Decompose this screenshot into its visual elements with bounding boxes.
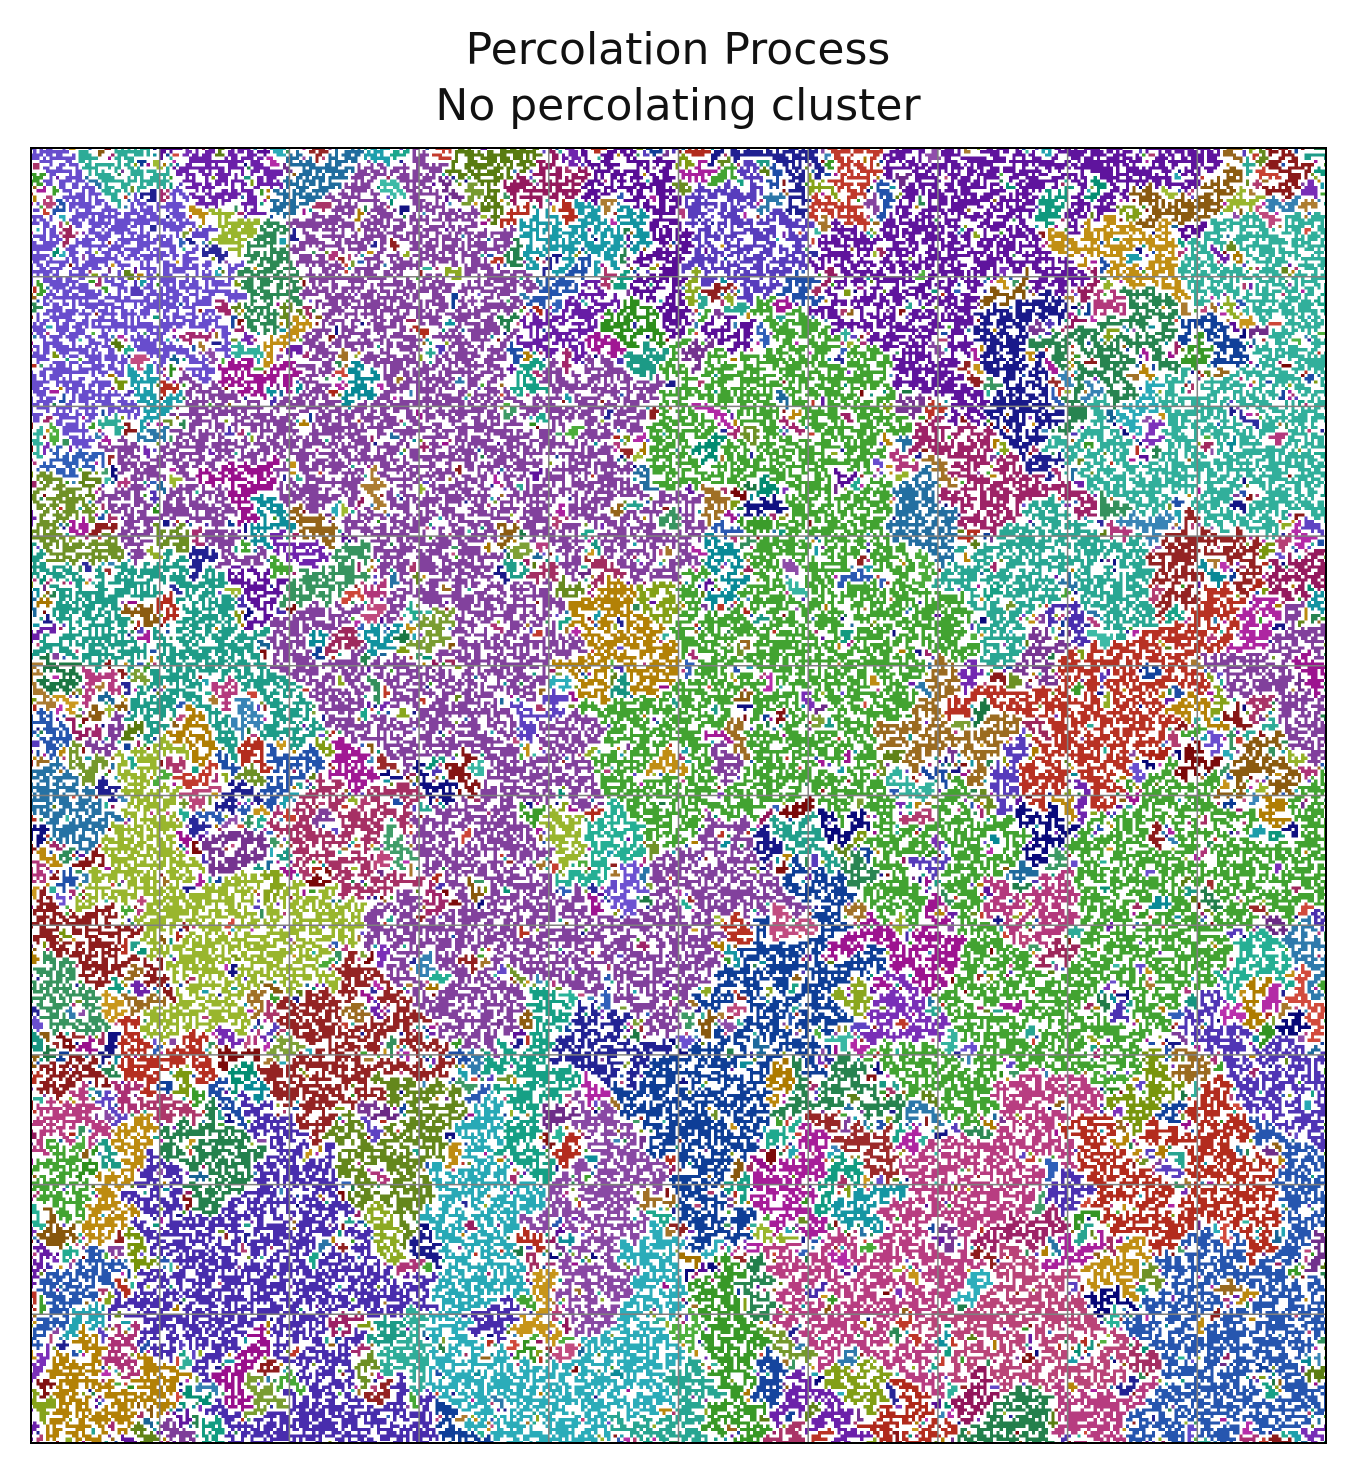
chart-title: Percolation Process [465,24,891,75]
chart-title-block: Percolation Process No percolating clust… [0,22,1356,134]
plot-overlay [30,147,1327,1444]
plot-area [30,147,1327,1444]
plot-frame-border [30,147,1327,1444]
chart-subtitle: No percolating cluster [435,80,921,131]
